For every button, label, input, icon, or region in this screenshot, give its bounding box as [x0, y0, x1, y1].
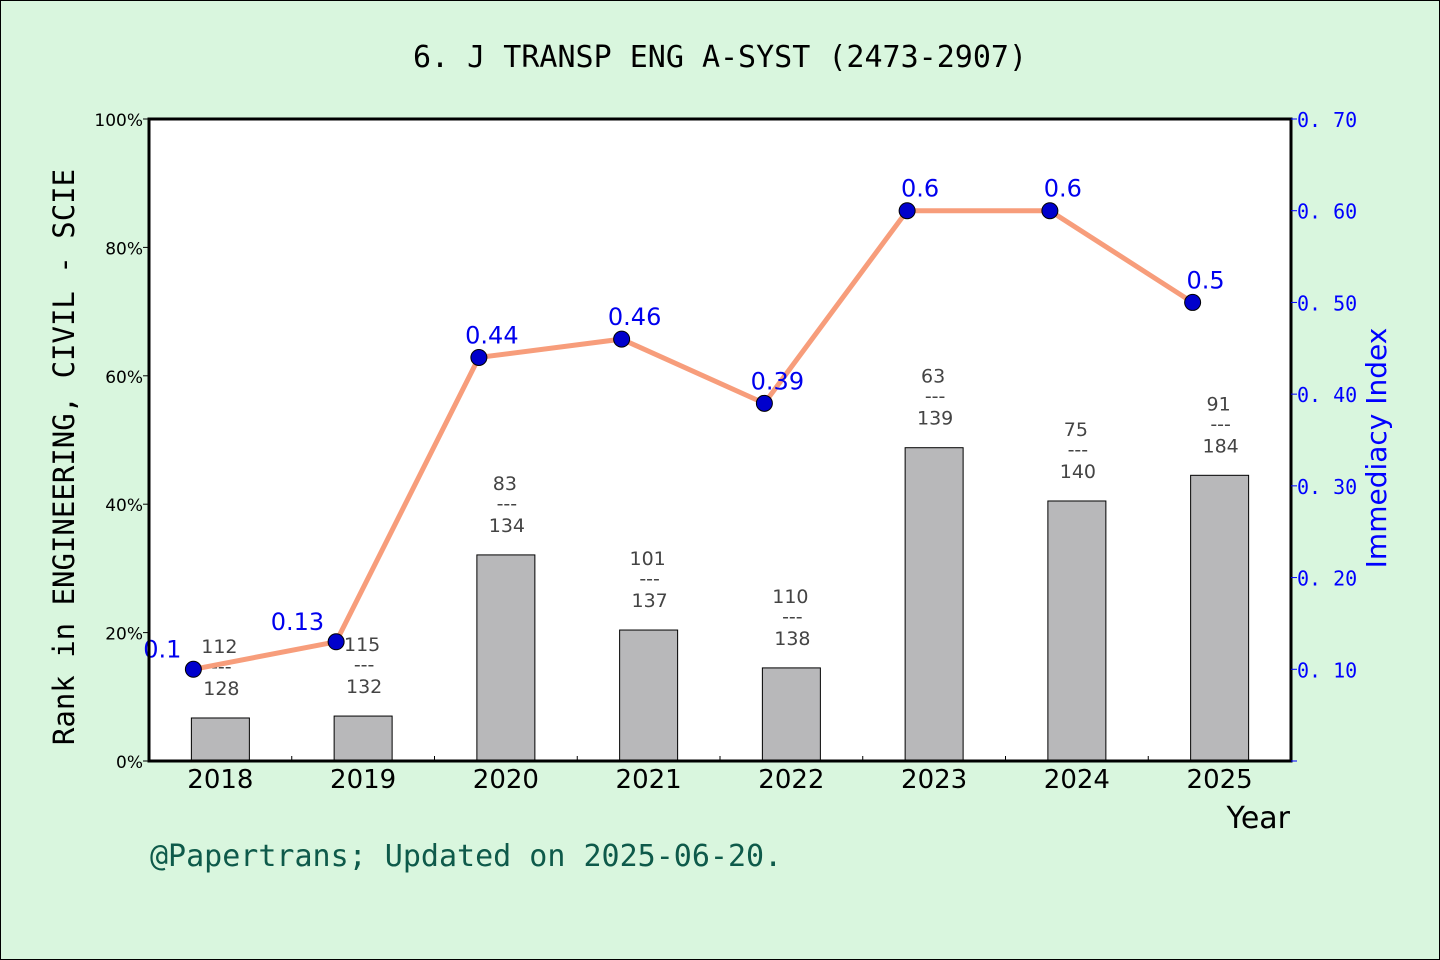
total-label: 132 [346, 676, 382, 698]
rank-label: 115 [344, 634, 380, 656]
bar-2019 [333, 715, 393, 762]
rank-label: 63 [921, 366, 945, 388]
immediacy-value-label: 0.6 [1044, 175, 1082, 203]
bar-2024 [1047, 500, 1107, 762]
rank-label: 83 [493, 473, 517, 495]
bar-2023 [904, 447, 964, 762]
x-tick-label: 2020 [473, 765, 539, 795]
immediacy-value-label: 0.5 [1187, 266, 1225, 294]
y-tick-label: 20% [105, 625, 143, 645]
immediacy-point-2025 [1184, 293, 1202, 311]
y2-tick-label: 0. 60 [1297, 200, 1357, 224]
immediacy-point-2020 [470, 348, 488, 366]
immediacy-point-2021 [613, 330, 631, 348]
rank-separator: --- [354, 654, 375, 676]
x-tick-label: 2019 [330, 765, 396, 795]
rank-separator: --- [497, 493, 518, 515]
x-axis-label: Year [1225, 801, 1290, 836]
total-label: 137 [631, 590, 667, 612]
y-tick-label: 40% [105, 496, 143, 516]
x-tick-label: 2025 [1187, 765, 1253, 795]
total-label: 184 [1202, 435, 1238, 457]
y-tick-label: 60% [105, 368, 143, 388]
total-label: 128 [203, 678, 239, 700]
bar-2018 [190, 717, 250, 762]
x-tick-label: 2023 [901, 765, 967, 795]
y2-tick-label: 0. 40 [1297, 383, 1357, 407]
y2-tick-label: 0. 10 [1297, 658, 1357, 682]
plot-area [149, 119, 1291, 761]
total-label: 140 [1060, 461, 1096, 483]
rank-separator: --- [1068, 439, 1089, 461]
total-label: 138 [774, 628, 810, 650]
rank-label: 101 [629, 548, 665, 570]
total-label: 134 [489, 515, 525, 537]
immediacy-point-2024 [1041, 202, 1059, 220]
y-axis-label: Rank in ENGINEERING, CIVIL - SCIE [47, 169, 81, 745]
rank-separator: --- [639, 568, 660, 590]
x-tick-label: 2018 [187, 765, 253, 795]
rank-separator: --- [782, 606, 803, 628]
x-tick-label: 2024 [1044, 765, 1110, 795]
immediacy-value-label: 0.39 [751, 367, 804, 395]
rank-separator: --- [1210, 413, 1231, 435]
x-tick-label: 2021 [616, 765, 682, 795]
y-tick-label: 0% [116, 753, 143, 773]
rank-label: 91 [1207, 393, 1231, 415]
y-tick-label: 100% [94, 111, 143, 131]
y2-tick-label: 0. 30 [1297, 475, 1357, 499]
x-tick-label: 2022 [758, 765, 824, 795]
immediacy-point-2018 [184, 660, 202, 678]
immediacy-point-2023 [898, 202, 916, 220]
immediacy-value-label: 0.13 [271, 608, 324, 636]
y2-tick-label: 0. 70 [1297, 108, 1357, 132]
bar-2021 [619, 629, 679, 762]
y-tick-label: 80% [105, 239, 143, 259]
bar-2020 [476, 554, 536, 762]
y2-tick-label: 0. 50 [1297, 291, 1357, 315]
total-label: 139 [917, 408, 953, 430]
rank-label: 110 [772, 586, 808, 608]
immediacy-value-label: 0.46 [608, 303, 661, 331]
chart-title: 6. J TRANSP ENG A-SYST (2473-2907) [413, 40, 1027, 75]
y2-axis-label: Immediacy Index [1360, 328, 1393, 569]
footer-credit: @Papertrans; Updated on 2025-06-20. [150, 839, 782, 874]
immediacy-value-label: 0.44 [465, 321, 518, 349]
rank-label: 75 [1064, 419, 1088, 441]
immediacy-value-label: 0.6 [901, 175, 939, 203]
immediacy-line [192, 208, 1194, 672]
immediacy-point-2019 [327, 633, 345, 651]
rank-separator: --- [925, 386, 946, 408]
bar-2022 [761, 667, 821, 762]
rank-label: 112 [201, 636, 237, 658]
bar-2025 [1190, 474, 1250, 762]
y2-tick-label: 0. 20 [1297, 567, 1357, 591]
immediacy-point-2022 [755, 394, 773, 412]
